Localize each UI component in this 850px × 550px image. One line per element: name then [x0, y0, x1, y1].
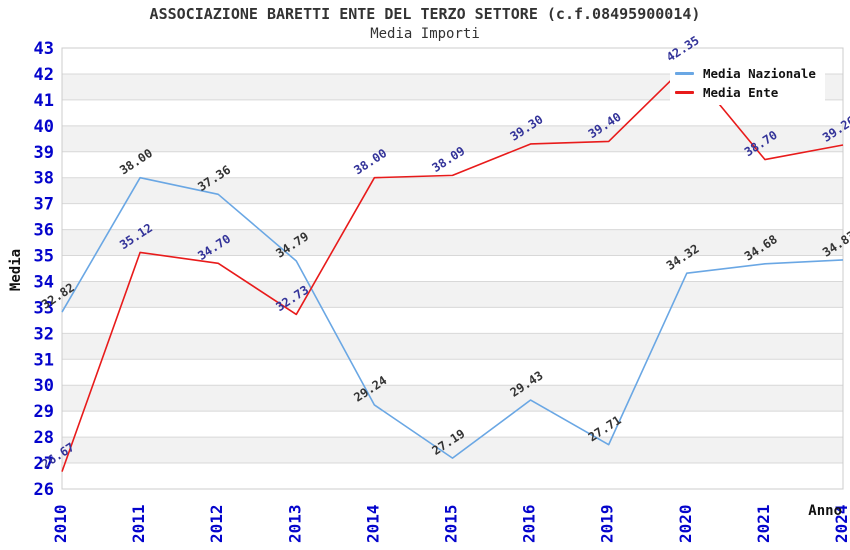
series-line-media-nazionale — [61, 176, 844, 459]
chart-subtitle: Media Importi — [370, 26, 480, 42]
chart-title: ASSOCIAZIONE BARETTI ENTE DEL TERZO SETT… — [149, 5, 701, 23]
y-tick-label: 35 — [34, 247, 54, 267]
plot-band — [62, 385, 843, 412]
x-tick-label: 2014 — [363, 504, 382, 543]
y-tick-label: 41 — [34, 91, 54, 111]
x-tick-label: 2010 — [51, 504, 70, 543]
x-tick-label: 2015 — [442, 504, 461, 543]
plot-band — [62, 333, 843, 360]
y-tick-label: 29 — [34, 402, 54, 422]
legend-label-media-ente: Media Ente — [703, 84, 779, 100]
legend-item-media-ente: Media Ente — [675, 84, 816, 100]
plot-band — [62, 125, 843, 152]
x-axis-title: Anno — [808, 503, 842, 519]
plot-band — [62, 203, 843, 230]
y-tick-label: 36 — [34, 221, 54, 241]
y-tick-label: 37 — [34, 195, 54, 215]
y-tick-label: 32 — [34, 324, 54, 344]
plot-band — [62, 307, 843, 334]
x-tick-label: 2021 — [754, 504, 773, 543]
y-tick-label: 31 — [34, 350, 54, 370]
y-tick-label: 30 — [34, 376, 54, 396]
x-tick-label: 2013 — [285, 504, 304, 543]
legend: Media Nazionale Media Ente — [670, 61, 825, 105]
x-tick-label: 2012 — [207, 504, 226, 543]
legend-item-media-nazionale: Media Nazionale — [675, 65, 816, 81]
plot-band — [62, 151, 843, 178]
y-tick-label: 28 — [34, 428, 54, 448]
plot-band — [62, 281, 843, 308]
x-tick-label: 2020 — [676, 504, 695, 543]
plot-band — [62, 359, 843, 386]
y-tick-label: 39 — [34, 143, 54, 163]
y-tick-label: 27 — [34, 454, 54, 474]
plot-band — [62, 229, 843, 256]
x-tick-label: 2019 — [598, 504, 617, 543]
plot-band — [62, 177, 843, 204]
plot-band — [62, 411, 843, 438]
x-tick-label: 2024 — [832, 504, 850, 543]
x-tick-label: 2016 — [520, 504, 539, 543]
x-tick-label: 2011 — [129, 504, 148, 543]
y-axis-title: Media — [8, 248, 24, 292]
legend-label-media-nazionale: Media Nazionale — [703, 65, 816, 81]
y-tick-label: 26 — [34, 480, 54, 500]
y-tick-label: 34 — [34, 272, 54, 292]
y-tick-label: 33 — [34, 298, 54, 318]
y-tick-label: 38 — [34, 169, 54, 189]
y-tick-label: 43 — [34, 39, 54, 59]
y-tick-label: 42 — [34, 65, 54, 85]
plot-border — [61, 47, 844, 490]
legend-marker-media-ente — [675, 90, 694, 94]
legend-marker-media-nazionale — [675, 71, 694, 75]
y-tick-label: 40 — [34, 117, 54, 137]
plot-band — [62, 463, 843, 489]
